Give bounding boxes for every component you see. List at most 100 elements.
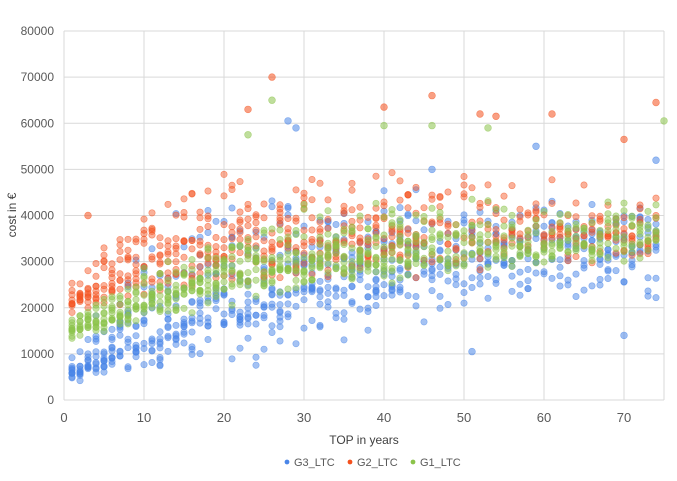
y-tick-label: 80000 — [21, 24, 55, 38]
data-point — [92, 318, 100, 326]
data-point — [404, 212, 412, 220]
data-point — [252, 233, 260, 241]
data-point — [180, 237, 188, 245]
data-point — [212, 243, 220, 251]
data-point — [412, 211, 420, 219]
data-point — [380, 281, 388, 289]
data-point — [164, 237, 172, 245]
data-point — [508, 234, 516, 242]
data-point — [284, 211, 292, 219]
data-point — [652, 228, 660, 236]
data-point — [436, 246, 444, 254]
data-point — [372, 275, 380, 283]
data-point — [436, 255, 444, 263]
data-point — [468, 222, 476, 230]
data-point — [532, 142, 540, 151]
data-point — [444, 188, 452, 196]
data-point — [428, 248, 436, 256]
data-point — [116, 285, 124, 293]
data-point — [364, 283, 372, 291]
data-point — [364, 267, 372, 275]
data-point — [372, 233, 380, 241]
data-point — [164, 258, 172, 266]
data-point — [204, 314, 212, 322]
data-point — [388, 248, 396, 256]
data-point — [300, 242, 308, 250]
data-point — [268, 328, 276, 336]
data-point — [588, 219, 596, 227]
data-point — [572, 292, 580, 300]
data-point — [156, 338, 164, 346]
data-point — [76, 280, 84, 288]
data-point — [148, 245, 156, 253]
data-point — [428, 287, 436, 295]
data-point — [388, 221, 396, 229]
data-point — [148, 358, 156, 366]
data-point — [476, 244, 484, 252]
data-point — [396, 237, 404, 245]
data-point — [84, 335, 92, 343]
data-point — [284, 233, 292, 241]
data-point — [292, 124, 300, 132]
data-point — [628, 222, 636, 230]
data-point — [516, 280, 524, 288]
data-point — [420, 318, 428, 326]
data-point — [596, 215, 604, 223]
data-point — [284, 215, 292, 223]
data-point — [356, 224, 364, 232]
data-point — [492, 246, 500, 254]
data-point — [556, 245, 564, 253]
data-point — [148, 346, 156, 354]
data-point — [644, 287, 652, 295]
data-point — [276, 307, 284, 315]
data-point — [108, 325, 116, 333]
data-point — [316, 233, 324, 241]
data-point — [468, 283, 476, 291]
x-tick-label: 0 — [60, 410, 67, 425]
data-point — [196, 237, 204, 245]
data-point — [540, 231, 548, 239]
data-point — [220, 320, 228, 328]
data-point — [556, 211, 564, 219]
data-point — [228, 261, 236, 269]
data-point — [516, 268, 524, 276]
data-point — [404, 237, 412, 245]
data-point — [404, 191, 412, 199]
data-point — [436, 193, 444, 201]
data-point — [204, 254, 212, 262]
data-point — [132, 305, 140, 313]
data-point — [396, 264, 404, 272]
data-point — [204, 244, 212, 252]
data-point — [428, 204, 436, 212]
data-point — [324, 283, 332, 291]
data-point — [244, 131, 252, 139]
data-point — [460, 288, 468, 296]
data-point — [140, 230, 148, 238]
data-point — [604, 198, 612, 206]
data-point — [500, 252, 508, 260]
data-point — [484, 181, 492, 189]
data-point — [492, 276, 500, 284]
series-g1-ltc — [68, 96, 668, 342]
data-point — [468, 274, 476, 282]
data-point — [412, 274, 420, 282]
data-point — [140, 320, 148, 328]
data-point — [476, 208, 484, 216]
data-point — [124, 253, 132, 261]
x-tick-label: 60 — [537, 410, 551, 425]
data-point — [244, 255, 252, 263]
data-point — [116, 248, 124, 256]
data-point — [132, 288, 140, 296]
data-point — [204, 266, 212, 274]
data-point — [588, 230, 596, 238]
data-point — [108, 304, 116, 312]
data-point — [332, 309, 340, 317]
data-point — [636, 213, 644, 221]
data-point — [284, 225, 292, 233]
data-point — [284, 203, 292, 211]
data-point — [156, 269, 164, 277]
data-point — [572, 270, 580, 278]
data-point — [276, 205, 284, 213]
data-point — [404, 292, 412, 300]
